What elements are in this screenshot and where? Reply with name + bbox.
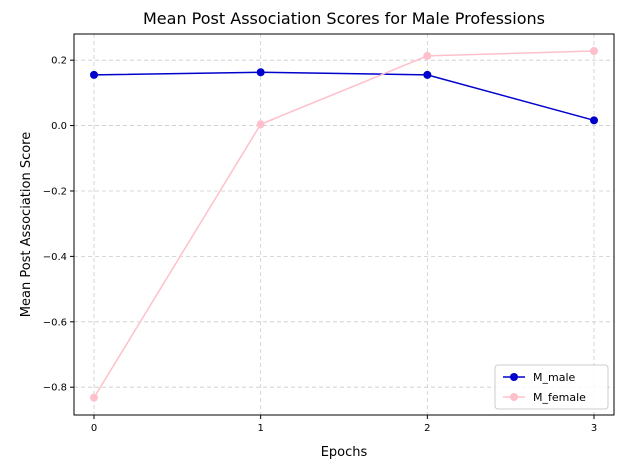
legend-swatch-marker: [510, 373, 518, 381]
y-tick-label: 0.0: [51, 121, 67, 132]
legend: M_male M_female: [494, 364, 609, 410]
y-tick-label: −0.8: [43, 383, 67, 394]
legend-box: [494, 364, 609, 410]
legend-label: M_male: [533, 371, 576, 384]
data-point-M_male: [423, 70, 432, 79]
x-tick-label: 0: [91, 423, 97, 434]
series-line-M_female: [93, 50, 595, 399]
y-axis-label: Mean Post Association Score: [19, 132, 34, 317]
y-tick-label: −0.4: [43, 252, 67, 263]
legend-swatch-marker: [510, 393, 518, 401]
chart-title: Mean Post Association Scores for Male Pr…: [143, 9, 545, 28]
plot-frame: [73, 33, 615, 416]
data-point-M_female: [423, 51, 432, 60]
data-point-M_male: [90, 70, 98, 79]
series-line-M_male: [93, 71, 595, 122]
series-layer: [90, 47, 598, 402]
y-tick-label: 0.2: [51, 56, 67, 67]
grid: [74, 34, 614, 415]
data-point-M_female: [90, 393, 98, 402]
x-tick-label: 1: [257, 423, 263, 434]
y-tick-label: −0.2: [43, 186, 67, 197]
data-point-M_female: [256, 120, 265, 129]
x-axis-label: Epochs: [321, 445, 368, 460]
data-point-M_male: [256, 68, 265, 77]
x-tick-label: 3: [591, 423, 597, 434]
x-tick-label: 2: [424, 423, 430, 434]
y-tick-label: −0.6: [43, 317, 67, 328]
ticks: 0 1 2 3 0.2 0.0 −0.2 −0.4 −0.6 −0.8: [43, 56, 597, 434]
data-point-M_male: [590, 116, 598, 125]
data-point-M_female: [590, 47, 598, 56]
legend-label: M_female: [533, 391, 586, 404]
